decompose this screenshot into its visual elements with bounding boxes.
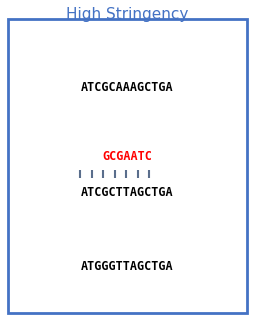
Text: ATGGGTTAGCTGA: ATGGGTTAGCTGA xyxy=(81,260,173,273)
Text: GCGAATC: GCGAATC xyxy=(102,150,152,163)
Text: ATCGCAAAGCTGA: ATCGCAAAGCTGA xyxy=(81,81,173,94)
Text: ATCGCTTAGCTGA: ATCGCTTAGCTGA xyxy=(81,186,173,199)
Text: High Stringency: High Stringency xyxy=(66,7,188,22)
FancyBboxPatch shape xyxy=(8,19,246,313)
